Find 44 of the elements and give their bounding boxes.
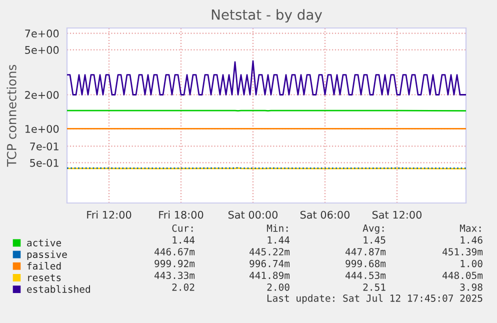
- text: 441.89m: [250, 272, 290, 280]
- text: 1.45: [364, 236, 386, 244]
- text: 2.51: [363, 283, 386, 291]
- text: 999.68m: [346, 260, 386, 268]
- y-tick-label: 5e-01: [30, 158, 58, 167]
- legend-label: passive: [27, 250, 67, 260]
- text: 1.46: [460, 236, 482, 244]
- text: 2.00: [267, 283, 290, 291]
- text: 1.44: [268, 236, 290, 244]
- legend-label: failed: [27, 262, 61, 270]
- x-tick-label: Sat 00:00: [228, 210, 278, 219]
- x-tick-label: Fri 18:00: [159, 210, 204, 219]
- legend-label: active: [27, 238, 62, 246]
- text: 443.33m: [154, 272, 195, 280]
- text: 2.02: [172, 283, 194, 291]
- text: 996.74m: [250, 260, 290, 268]
- text: 1.00: [460, 260, 482, 268]
- x-tick-label: Fri 12:00: [87, 210, 132, 219]
- y-axis-title: TCP connections: [6, 64, 16, 167]
- legend-label: established: [27, 285, 90, 293]
- text: Avg:: [362, 224, 384, 234]
- y-tick-label: 7e+00: [25, 30, 59, 38]
- text: 444.53m: [346, 272, 386, 280]
- text: 447.87m: [346, 248, 386, 256]
- line-series: [67, 60, 466, 96]
- text: 446.67m: [154, 248, 195, 256]
- x-tick-label: Sat 12:00: [372, 210, 422, 219]
- text: 1.44: [172, 236, 195, 244]
- text: 451.39m: [442, 248, 483, 256]
- text: Min:: [266, 224, 288, 232]
- chart-title: Netstat - by day: [212, 9, 322, 23]
- text: 448.05m: [442, 272, 483, 280]
- text: Max:: [460, 224, 481, 232]
- text: Last update: Sat Jul 12 17:45:07 2025: [267, 294, 482, 304]
- y-tick-label: 7e-01: [30, 142, 58, 150]
- x-tick-label: Sat 06:00: [300, 210, 350, 219]
- text: 999.92m: [154, 260, 195, 268]
- y-tick-label: 5e+00: [25, 46, 59, 54]
- legend-label: resets: [28, 274, 61, 282]
- text: Cur:: [172, 224, 193, 232]
- y-tick-label: 1e+00: [25, 124, 59, 133]
- text: 3.98: [460, 283, 482, 291]
- y-tick-label: 2e+00: [25, 90, 59, 99]
- text: 445.22m: [250, 248, 290, 256]
